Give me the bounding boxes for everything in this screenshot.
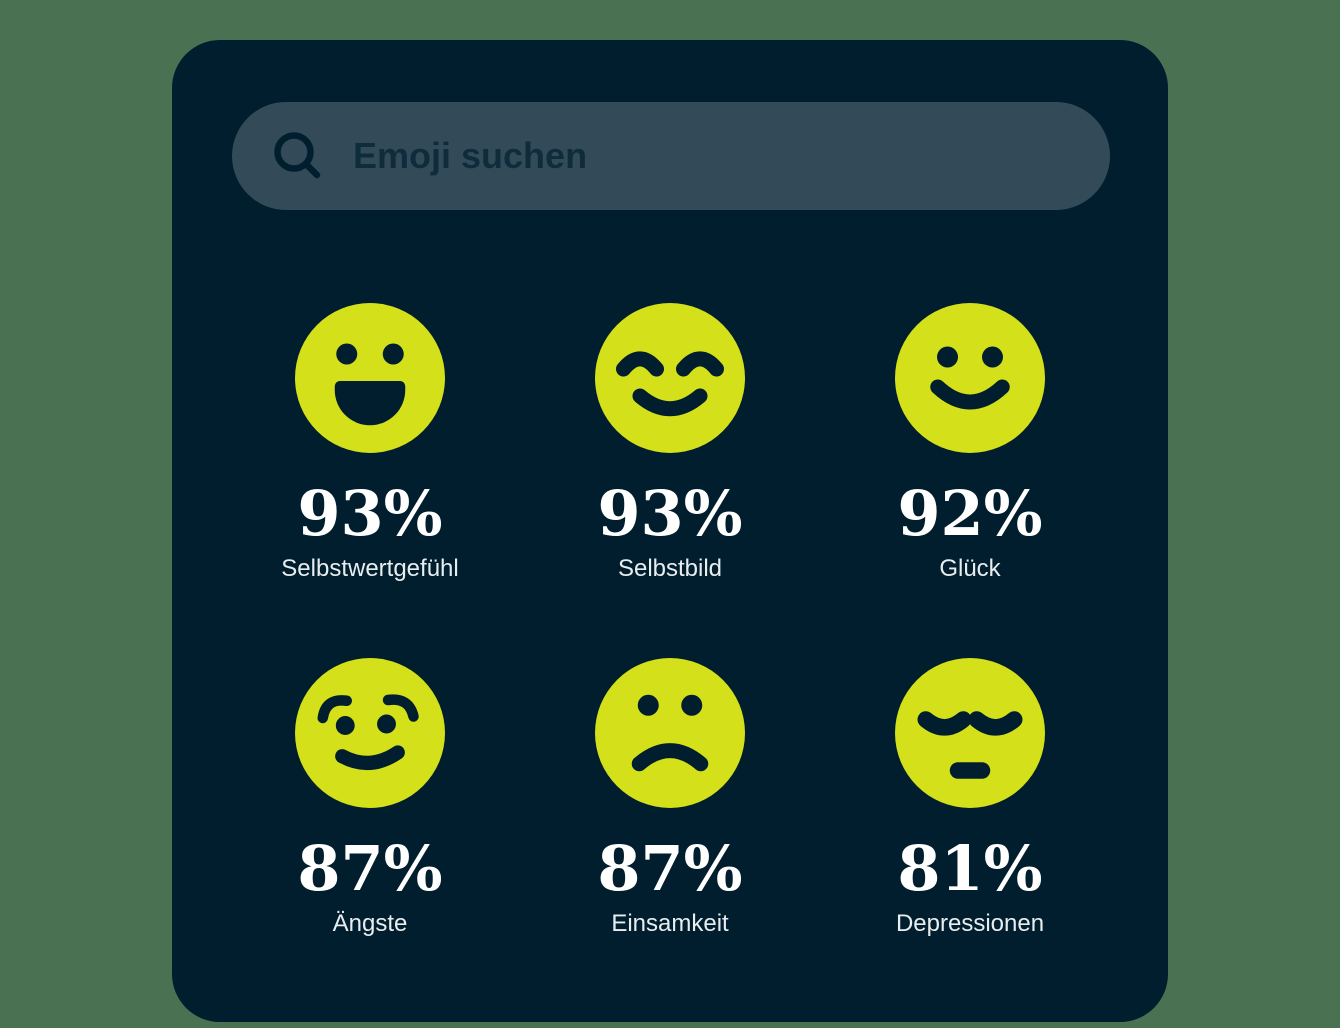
smiling-face-closed-eyes-icon	[595, 303, 745, 453]
smiling-face-icon	[895, 303, 1045, 453]
worried-face-icon	[295, 658, 445, 808]
stat-label: Depressionen	[895, 910, 1045, 937]
stat-value: 93%	[597, 477, 743, 550]
emoji-stats-grid: 93% Selbstwertgefühl 93% Selbstbild 92% …	[220, 303, 1120, 938]
grinning-face-icon	[295, 303, 445, 453]
search-input[interactable]	[232, 102, 1110, 210]
stat-value: 81%	[897, 832, 1043, 905]
emoji-stat-item[interactable]: 87% Ängste	[220, 658, 520, 938]
stat-value: 92%	[897, 477, 1043, 550]
stat-label: Glück	[939, 555, 1001, 582]
stat-label: Ängste	[332, 910, 408, 937]
emoji-stat-item[interactable]: 93% Selbstbild	[520, 303, 820, 583]
emoji-stats-card: 93% Selbstwertgefühl 93% Selbstbild 92% …	[172, 40, 1168, 1022]
emoji-stat-item[interactable]: 92% Glück	[820, 303, 1120, 583]
emoji-stat-item[interactable]: 87% Einsamkeit	[520, 658, 820, 938]
stat-value: 87%	[297, 832, 443, 905]
stat-label: Einsamkeit	[611, 910, 729, 937]
stat-value: 87%	[597, 832, 743, 905]
emoji-stat-item[interactable]: 93% Selbstwertgefühl	[220, 303, 520, 583]
stat-value: 93%	[297, 477, 443, 550]
frowning-face-icon	[595, 658, 745, 808]
stat-label: Selbstbild	[617, 555, 723, 582]
emoji-stat-item[interactable]: 81% Depressionen	[820, 658, 1120, 938]
stat-label: Selbstwertgefühl	[281, 555, 459, 582]
search-bar[interactable]	[232, 102, 1110, 210]
tired-face-icon	[895, 658, 1045, 808]
